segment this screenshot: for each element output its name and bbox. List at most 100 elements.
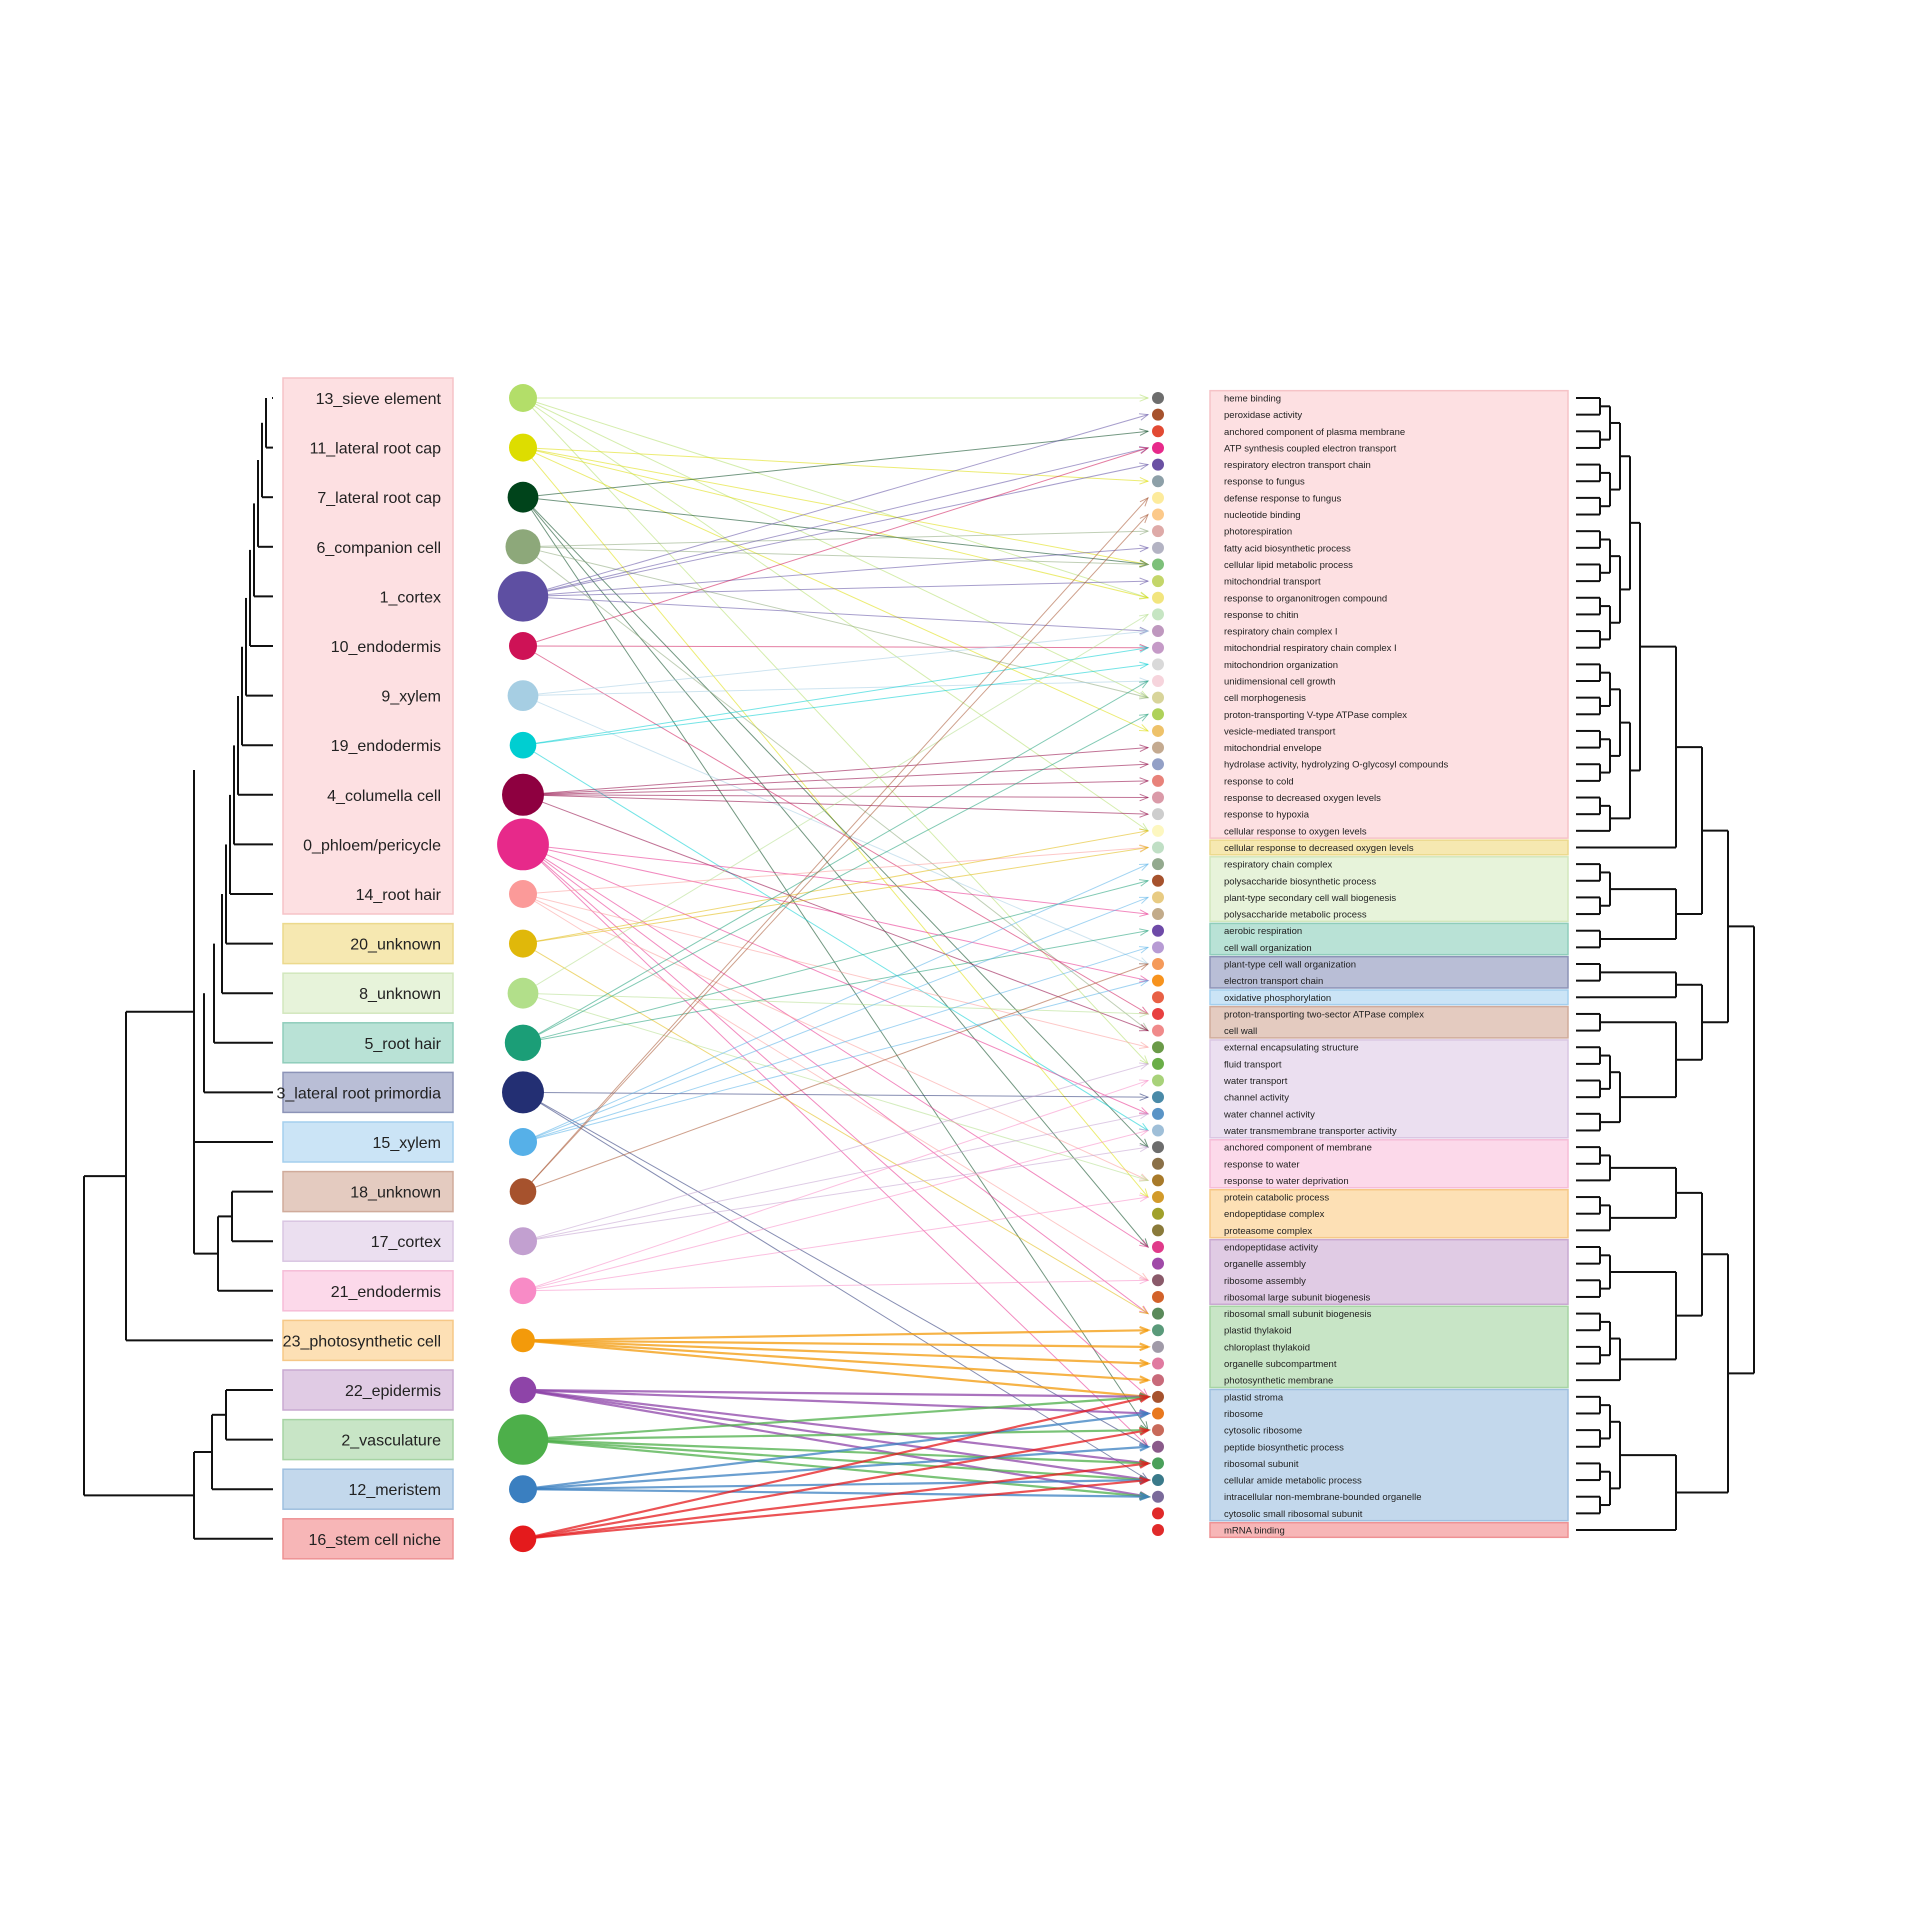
- term-label: protein catabolic process: [1224, 1193, 1329, 1204]
- edge-arrowhead: [1138, 1174, 1150, 1182]
- cluster-node: [509, 880, 537, 908]
- term-label: fluid transport: [1224, 1059, 1282, 1070]
- cluster-nodes: [497, 384, 549, 1553]
- edge-arrowhead: [1139, 577, 1150, 586]
- edge: [522, 397, 1149, 699]
- term-node: [1152, 758, 1164, 771]
- cluster-label: 13_sieve element: [316, 391, 442, 408]
- term-node: [1152, 1340, 1164, 1353]
- edge-arrowhead: [1139, 979, 1150, 987]
- term-group-box: [1209, 1238, 1569, 1306]
- edge-arrowhead: [1139, 1239, 1150, 1248]
- term-group-box: [1209, 1139, 1569, 1189]
- term-group-box: [1209, 1388, 1569, 1522]
- cluster-node: [502, 1071, 544, 1114]
- term-label: proton-transporting V-type ATPase comple…: [1224, 710, 1407, 721]
- edge-arrowhead: [1139, 428, 1150, 436]
- term-node: [1152, 658, 1164, 671]
- edge: [522, 794, 1149, 815]
- edge: [522, 1339, 1149, 1365]
- term-label: polysaccharide metabolic process: [1224, 910, 1367, 921]
- term-label: proteasome complex: [1224, 1226, 1312, 1237]
- term-label: mitochondrial transport: [1224, 577, 1321, 588]
- edge: [522, 780, 1149, 796]
- edge: [522, 546, 1149, 1031]
- term-node: [1152, 441, 1164, 454]
- cluster-node: [509, 632, 537, 660]
- cluster-label: 22_epidermis: [345, 1383, 441, 1400]
- edge-arrowhead: [1139, 793, 1150, 802]
- edge: [522, 530, 1149, 548]
- edge: [522, 1091, 1149, 1481]
- term-node: [1152, 858, 1164, 871]
- edge-arrowhead: [1139, 1342, 1151, 1352]
- term-node: [1152, 1091, 1164, 1104]
- edge: [522, 496, 1149, 1248]
- cluster-node: [507, 680, 539, 711]
- term-label: hydrolase activity, hydrolyzing O-glycos…: [1224, 760, 1448, 771]
- term-node: [1152, 1257, 1164, 1270]
- edge: [522, 980, 1149, 1143]
- term-group-box: [1209, 856, 1569, 923]
- cluster-group-box: [282, 1071, 454, 1114]
- term-label: response to water: [1224, 1159, 1300, 1170]
- edge-arrowhead: [1139, 496, 1149, 507]
- term-label: intracellular non-membrane-bounded organ…: [1224, 1492, 1422, 1503]
- edge: [522, 1388, 1149, 1398]
- edge-arrowhead: [1138, 1079, 1150, 1087]
- term-node: [1152, 675, 1164, 687]
- cluster-node: [509, 433, 537, 462]
- edge: [522, 946, 1149, 1143]
- cluster-label: 7_lateral root cap: [317, 490, 441, 507]
- edge: [522, 943, 1149, 1315]
- edge-arrowhead: [1138, 446, 1150, 455]
- term-node: [1152, 891, 1164, 904]
- edge-arrowhead: [1139, 592, 1150, 600]
- term-node: [1152, 824, 1164, 837]
- edge: [522, 1395, 1149, 1441]
- edge-arrowhead: [1139, 879, 1150, 887]
- term-label: response to fungus: [1224, 477, 1305, 488]
- cluster-group-box: [282, 1270, 454, 1312]
- edge-arrowhead: [1138, 1394, 1151, 1403]
- cluster-node: [497, 1414, 549, 1465]
- edge-arrowhead: [1138, 963, 1150, 971]
- cluster-label: 1_cortex: [380, 589, 441, 606]
- edge: [522, 496, 1149, 1431]
- term-node: [1152, 1224, 1164, 1237]
- term-label: anchored component of plasma membrane: [1224, 427, 1405, 438]
- term-node: [1152, 1440, 1164, 1453]
- edge: [522, 447, 1149, 647]
- cluster-dendrogram: [83, 397, 273, 1540]
- term-label: nucleotide binding: [1224, 510, 1301, 521]
- term-label: response to chitin: [1224, 610, 1298, 621]
- term-label: water channel activity: [1223, 1109, 1315, 1120]
- edge-arrowhead: [1139, 513, 1149, 524]
- cluster-label: 16_stem cell niche: [308, 1532, 441, 1549]
- edge: [522, 843, 1149, 1115]
- term-label: cell wall organization: [1224, 943, 1312, 954]
- cluster-label: 2_vasculature: [341, 1433, 441, 1450]
- term-label: chloroplast thylakoid: [1224, 1342, 1310, 1353]
- edge-arrowhead: [1139, 1442, 1151, 1452]
- edge: [522, 663, 1149, 746]
- term-node: [1152, 1074, 1164, 1087]
- edge-arrowhead: [1139, 394, 1150, 402]
- term-node: [1152, 1324, 1164, 1337]
- term-group-box: [1209, 1039, 1569, 1139]
- term-node: [1152, 392, 1164, 404]
- term-node: [1152, 958, 1164, 970]
- term-node: [1152, 1424, 1164, 1437]
- cluster-label: 0_phloem/pericycle: [303, 837, 441, 854]
- term-label: response to hypoxia: [1224, 810, 1310, 821]
- cluster-group-box: [282, 377, 454, 915]
- edge-arrowhead: [1139, 613, 1150, 622]
- edge-arrowhead: [1139, 1009, 1150, 1018]
- term-node: [1152, 1507, 1164, 1520]
- term-node: [1152, 974, 1164, 987]
- term-node: [1152, 874, 1164, 887]
- term-node: [1152, 575, 1164, 588]
- edge: [522, 695, 1149, 965]
- edge-arrowhead: [1138, 1427, 1151, 1436]
